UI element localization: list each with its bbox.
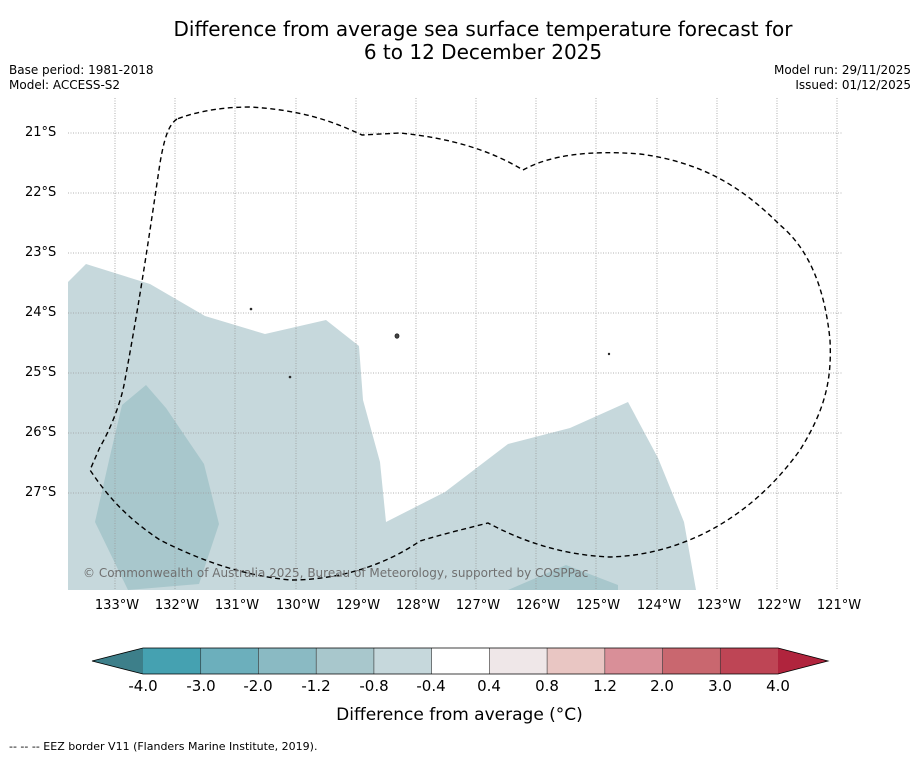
title-line-1: Difference from average sea surface temp…: [173, 17, 793, 41]
meta-right: Model run: 29/11/2025 Issued: 01/12/2025: [774, 63, 911, 93]
lat-label: 25°S: [25, 365, 57, 380]
colorbar-bin: [720, 648, 779, 674]
graticule: [68, 98, 843, 590]
copyright-notice: © Commonwealth of Australia 2025, Bureau…: [83, 566, 589, 580]
lon-label: 132°W: [154, 598, 200, 613]
model-run: Model run: 29/11/2025: [773, 63, 911, 77]
colorbar-tick: -4.0: [128, 677, 158, 695]
lon-label: 129°W: [335, 598, 381, 613]
lat-label: 21°S: [25, 125, 57, 140]
island: [249, 307, 253, 311]
colorbar-bin: [316, 648, 375, 674]
lon-label: 124°W: [636, 598, 682, 613]
colorbar-tick: 4.0: [766, 677, 790, 695]
colorbar: [91, 647, 830, 675]
lon-label: 122°W: [756, 598, 802, 613]
island: [288, 375, 292, 379]
colorbar-bin: [200, 648, 259, 674]
colorbar-under-arrow: [92, 648, 143, 674]
colorbar-outline: [91, 647, 830, 675]
colorbar-bin: [373, 648, 433, 674]
colorbar-label: Difference from average (°C): [336, 705, 583, 725]
lat-label: 27°S: [25, 485, 57, 500]
colorbar-tick: 0.4: [477, 677, 501, 695]
colorbar-bins: [143, 648, 779, 674]
eez-footnote: -- -- -- EEZ border V11 (Flanders Marine…: [9, 740, 318, 753]
lat-label: 24°S: [25, 305, 57, 320]
lon-label: 121°W: [816, 598, 862, 613]
island: [394, 333, 400, 339]
chart-title: Difference from average sea surface temp…: [0, 18, 919, 64]
colorbar-tick: -2.0: [243, 677, 273, 695]
colorbar-bin: [431, 648, 490, 674]
lon-label: 127°W: [455, 598, 501, 613]
colorbar-bin: [258, 648, 317, 674]
lat-label: 22°S: [25, 185, 57, 200]
colorbar-tick: 1.2: [593, 677, 617, 695]
colorbar-bin: [604, 648, 663, 674]
lon-label: 130°W: [275, 598, 321, 613]
colorbar-tick: 0.8: [535, 677, 559, 695]
colorbar-bin: [662, 648, 721, 674]
lon-label: 123°W: [696, 598, 742, 613]
islands: [249, 307, 611, 379]
lat-label: 23°S: [25, 245, 57, 260]
base-period: Base period: 1981-2018: [9, 63, 154, 77]
meta-left: Base period: 1981-2018 Model: ACCESS-S2: [9, 63, 154, 93]
cool-anomaly-region-medium: [95, 385, 219, 590]
issued-date: Issued: 01/12/2025: [795, 78, 911, 92]
cool-anomaly-region-light: [68, 264, 696, 590]
lon-label: 125°W: [575, 598, 621, 613]
lon-label: 133°W: [94, 598, 140, 613]
lon-label: 128°W: [395, 598, 441, 613]
colorbar-tick: -0.8: [359, 677, 389, 695]
cool-anomaly-region-medium-south: [508, 565, 618, 590]
colorbar-tick: 3.0: [708, 677, 732, 695]
colorbar-tick: -1.2: [301, 677, 331, 695]
lat-label: 26°S: [25, 425, 57, 440]
title-line-2: 6 to 12 December 2025: [363, 40, 603, 64]
colorbar-bin: [143, 648, 202, 674]
island: [607, 352, 611, 356]
colorbar-tick: 2.0: [650, 677, 674, 695]
colorbar-tick: -0.4: [416, 677, 446, 695]
colorbar-bin: [489, 648, 548, 674]
lon-label: 131°W: [214, 598, 260, 613]
eez-border: [89, 106, 832, 581]
colorbar-bin: [547, 648, 606, 674]
lon-label: 126°W: [515, 598, 561, 613]
colorbar-over-arrow: [778, 648, 828, 674]
model-name: Model: ACCESS-S2: [9, 78, 121, 92]
colorbar-tick: -3.0: [186, 677, 216, 695]
